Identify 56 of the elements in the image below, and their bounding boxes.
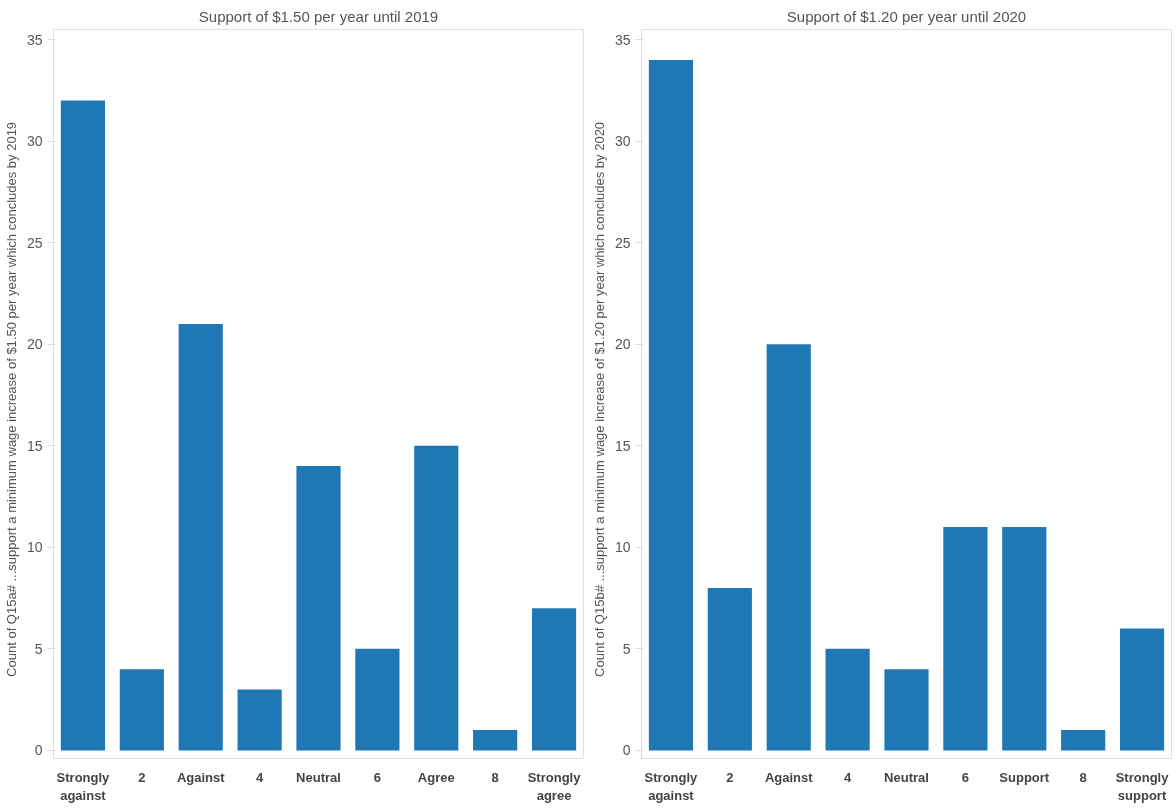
x-tick-label: Strongly against <box>56 769 111 803</box>
bar <box>237 689 282 751</box>
chart-title: Support of $1.50 per year until 2019 <box>198 7 439 25</box>
y-tick-label: 15 <box>614 437 631 454</box>
bar <box>766 344 811 751</box>
y-tick-label: 20 <box>26 336 43 353</box>
x-tick-label: Against <box>764 769 814 785</box>
bar <box>531 608 577 751</box>
y-tick-label: 25 <box>614 234 631 251</box>
x-tick-label: Strongly against <box>644 769 699 803</box>
y-tick-label: 10 <box>614 539 631 556</box>
y-tick-label: 0 <box>622 742 631 759</box>
y-tick-label: 10 <box>26 539 43 556</box>
chart-title: Support of $1.20 per year until 2020 <box>786 7 1027 25</box>
x-tick-label: 4 <box>256 769 264 785</box>
x-tick-label: 6 <box>961 769 970 785</box>
bar <box>119 669 164 751</box>
bar <box>1002 527 1047 751</box>
y-tick-label: 30 <box>26 133 43 150</box>
bar <box>60 100 106 751</box>
bar <box>355 648 400 751</box>
bar <box>473 730 518 751</box>
x-tick-label: Neutral <box>884 769 929 785</box>
bar <box>648 59 694 751</box>
bar <box>1061 730 1106 751</box>
y-tick-label: 30 <box>614 133 631 150</box>
x-tick-label: 4 <box>844 769 852 785</box>
bar <box>296 466 341 751</box>
bar <box>178 323 223 751</box>
y-axis-title: Count of Q15a# ...support a minimum wage increase of $1.50 per year which concludes by 2019 <box>3 121 19 677</box>
bar <box>414 445 459 751</box>
y-tick-label: 25 <box>26 234 43 251</box>
y-tick-label: 5 <box>622 640 631 657</box>
y-tick-label: 35 <box>26 31 43 48</box>
x-tick-label: 2 <box>726 769 734 785</box>
bar <box>884 669 929 751</box>
y-tick-label: 20 <box>614 336 631 353</box>
bar <box>707 587 752 751</box>
x-tick-label: Strongly support <box>1115 769 1170 803</box>
y-axis-title: Count of Q15b# ...support a minimum wage increase of $1.20 per year which concludes by 2020 <box>591 121 607 677</box>
x-tick-label: Support <box>999 769 1050 785</box>
y-tick-label: 5 <box>34 640 43 657</box>
x-tick-label: 6 <box>373 769 382 785</box>
x-tick-label: 8 <box>1079 769 1087 785</box>
x-tick-label: 8 <box>491 769 499 785</box>
x-tick-label: Agree <box>417 769 455 785</box>
bar <box>1119 628 1165 751</box>
x-tick-label: Against <box>176 769 226 785</box>
x-tick-label: Strongly agree <box>527 769 582 803</box>
bar <box>825 648 870 751</box>
x-tick-label: 2 <box>138 769 146 785</box>
x-tick-label: Neutral <box>296 769 341 785</box>
y-tick-label: 0 <box>34 742 43 759</box>
bar <box>943 527 988 751</box>
y-tick-label: 35 <box>614 31 631 48</box>
y-tick-label: 15 <box>26 437 43 454</box>
